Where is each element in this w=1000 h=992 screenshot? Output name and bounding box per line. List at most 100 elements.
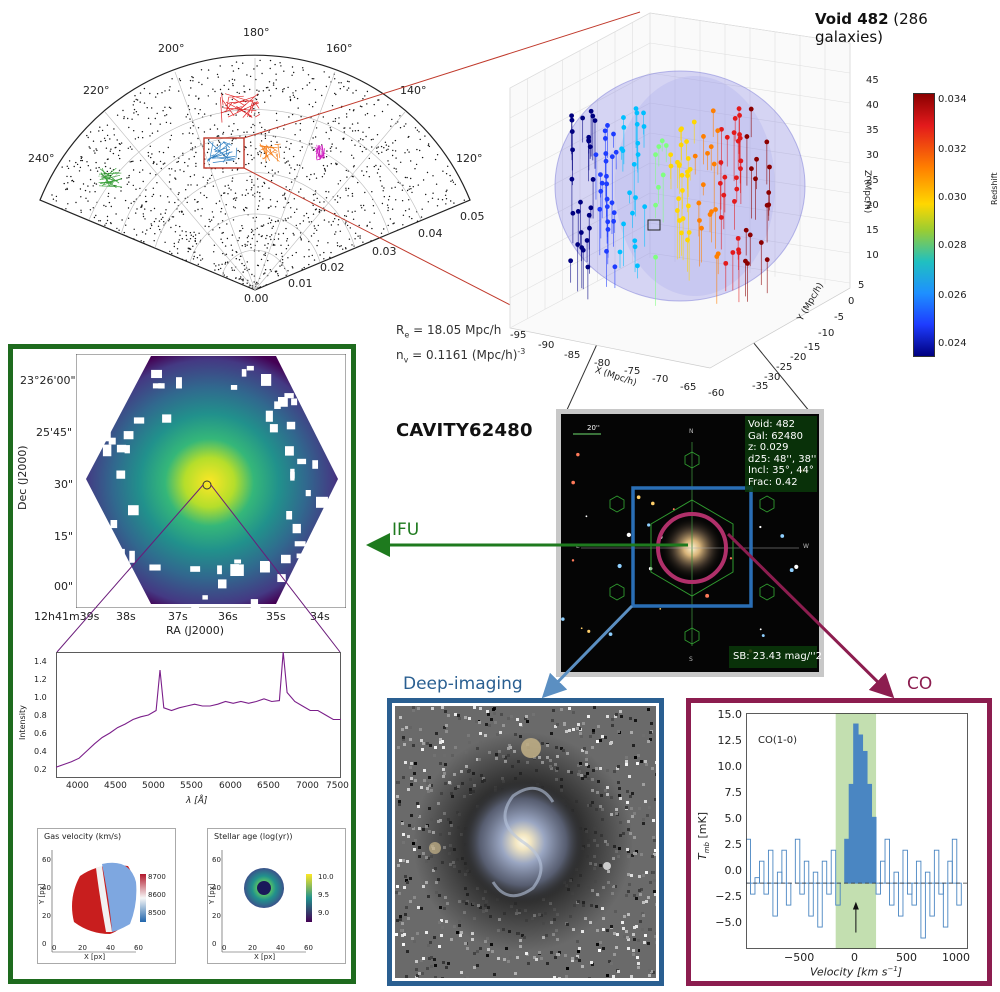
fan-point: [262, 224, 265, 226]
noise-pixel: [412, 706, 415, 709]
fan-point: [250, 145, 252, 147]
fan-point: [131, 148, 133, 150]
fan-point: [95, 161, 97, 164]
fan-point: [203, 194, 205, 197]
fan-point: [247, 192, 249, 195]
ifu-mask-hole: [151, 369, 162, 379]
noise-pixel: [580, 735, 583, 738]
noise-pixel: [654, 798, 656, 801]
noise-pixel: [615, 946, 618, 949]
fan-point: [187, 165, 189, 167]
noise-pixel: [405, 975, 408, 978]
co-bar: [924, 871, 931, 884]
noise-pixel: [413, 896, 416, 899]
sdss-scale-label: 20'': [587, 424, 600, 432]
fan-point: [446, 189, 448, 191]
noise-pixel: [629, 717, 632, 720]
fan-point: [208, 148, 210, 150]
fan-point: [269, 236, 271, 238]
noise-pixel: [598, 949, 601, 952]
fan-point: [135, 188, 137, 190]
zoom-lines: [56, 484, 341, 653]
noise-pixel: [631, 854, 634, 857]
ifu-mask-hole: [269, 424, 278, 433]
noise-pixel: [479, 707, 482, 710]
fan-point: [330, 224, 333, 226]
void-galaxy: [718, 215, 724, 220]
ifu-mask-hole: [230, 564, 239, 577]
ifu-mask-hole: [234, 559, 242, 564]
fan-point: [240, 276, 242, 278]
fan-point: [346, 89, 348, 91]
fan-point: [401, 189, 404, 191]
fan-point: [133, 112, 135, 114]
noise-pixel: [617, 765, 620, 768]
noise-pixel: [405, 879, 408, 882]
noise-pixel: [627, 947, 630, 950]
sdss-north: N: [689, 428, 694, 435]
noise-pixel: [611, 724, 614, 727]
gas-cb-tick: 8700: [148, 873, 166, 881]
fan-point: [364, 95, 366, 97]
noise-pixel: [532, 713, 535, 716]
fan-point: [194, 198, 196, 201]
fan-point: [157, 225, 160, 227]
void-galaxy: [632, 238, 638, 244]
noise-pixel: [476, 964, 479, 967]
noise-pixel: [466, 947, 469, 950]
fan-point: [276, 200, 278, 203]
fan-point: [133, 130, 135, 132]
fan-point: [251, 228, 253, 231]
fan-point: [221, 263, 223, 265]
fan-point: [195, 243, 198, 245]
noise-pixel: [406, 860, 409, 863]
fan-point: [193, 174, 196, 176]
cluster-edge: [316, 147, 318, 159]
ifu-mask-hole: [265, 410, 273, 422]
fan-point: [436, 154, 439, 156]
fan-point: [197, 113, 200, 115]
noise-pixel: [510, 715, 513, 718]
fan-point: [147, 155, 150, 157]
fan-point: [335, 93, 337, 96]
fan-point: [126, 183, 128, 185]
noise-pixel: [442, 961, 445, 964]
fan-point: [345, 189, 347, 191]
fan-point: [67, 203, 69, 205]
fan-point: [339, 245, 341, 248]
fan-point: [139, 171, 141, 173]
fan-point: [239, 151, 241, 153]
void-galaxy: [679, 230, 684, 236]
cluster-edge: [277, 144, 281, 159]
fan-point: [80, 211, 82, 213]
fan-point: [272, 225, 274, 228]
fan-point: [249, 75, 252, 78]
fan-point: [210, 115, 212, 117]
noise-pixel: [651, 855, 654, 858]
fan-point: [379, 176, 381, 178]
fan-point: [377, 99, 379, 101]
fan-point: [89, 178, 92, 181]
fan-point: [150, 210, 152, 212]
noise-pixel: [403, 743, 406, 746]
fan-point: [122, 109, 124, 112]
fan-point: [383, 187, 385, 189]
fan-point: [107, 195, 109, 198]
fan-point: [204, 225, 206, 227]
fan-point: [323, 258, 325, 260]
fan-point: [243, 131, 245, 133]
void-galaxy: [685, 173, 690, 179]
fan-point: [352, 218, 355, 220]
fan-point: [232, 83, 234, 85]
fan-point: [165, 209, 167, 211]
co-ytick: −5.0: [715, 916, 742, 929]
fan-point: [162, 163, 165, 165]
fan-point: [180, 210, 183, 212]
fan-point: [330, 129, 332, 132]
y-tick: 0: [848, 296, 855, 307]
fan-point: [140, 240, 142, 242]
noise-pixel: [417, 906, 420, 909]
fan-point: [68, 160, 71, 162]
fan-point: [290, 207, 292, 209]
fan-point: [106, 219, 109, 222]
